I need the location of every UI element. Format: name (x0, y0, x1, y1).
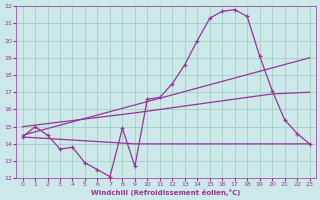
X-axis label: Windchill (Refroidissement éolien,°C): Windchill (Refroidissement éolien,°C) (92, 189, 241, 196)
